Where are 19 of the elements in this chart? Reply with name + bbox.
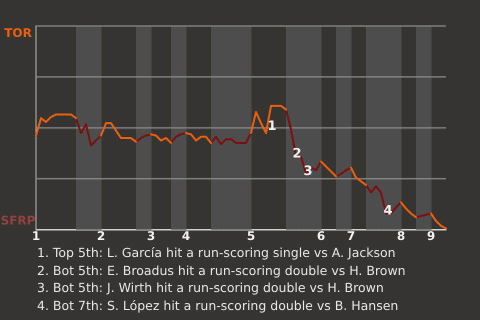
text: 1. Top 5th: L. García hit a run-scoring single vs A. Jackson xyxy=(37,244,397,262)
text: 3. Bot 5th: J. Wirth hit a run-scoring double vs H. Brown xyxy=(37,279,385,296)
annotation: 1 xyxy=(267,119,277,134)
annotation: 3 xyxy=(303,164,313,179)
x-tick-label: 2 xyxy=(96,228,106,243)
text: 2. Bot 5th: E. Broadus hit a run-scoring double vs H. Brown xyxy=(37,262,406,279)
text: SFRP xyxy=(0,214,36,228)
x-tick-label: 7 xyxy=(346,228,356,243)
x-tick-label: 5 xyxy=(246,228,256,243)
x-tick-label: 8 xyxy=(396,228,406,243)
annotation: 4 xyxy=(383,203,393,218)
annotation: 2 xyxy=(292,146,302,162)
text: TOR xyxy=(4,26,32,40)
x-tick-label: 3 xyxy=(146,228,156,243)
x-tick-label: 9 xyxy=(426,228,436,243)
text: 4. Bot 7th: S. López hit a run-scoring double vs B. Hansen xyxy=(37,296,400,314)
x-tick-label: 4 xyxy=(182,228,190,243)
x-tick-label: 1 xyxy=(32,228,40,243)
x-tick-label: 6 xyxy=(316,228,326,243)
